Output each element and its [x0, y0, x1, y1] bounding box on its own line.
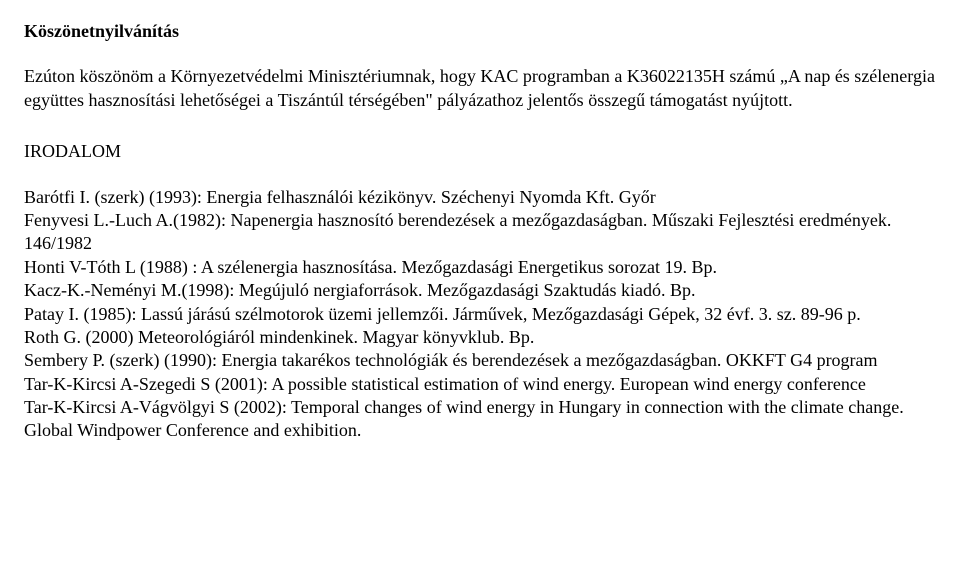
acknowledgement-heading: Köszönetnyilvánítás [24, 20, 936, 43]
bibliography-heading: IRODALOM [24, 140, 936, 163]
acknowledgement-paragraph: Ezúton köszönöm a Környezetvédelmi Minis… [24, 65, 936, 112]
bibliography-list: Barótfi I. (szerk) (1993): Energia felha… [24, 186, 936, 443]
